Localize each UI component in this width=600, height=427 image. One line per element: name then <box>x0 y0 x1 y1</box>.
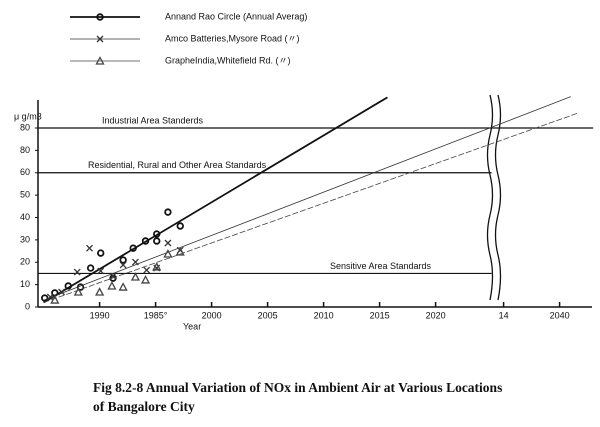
point <box>46 293 54 301</box>
trend-line <box>43 96 571 301</box>
axis-break <box>486 94 502 301</box>
y-tick-label: 80 <box>20 145 30 155</box>
y-tick-label: 20 <box>20 257 30 267</box>
point <box>153 230 161 238</box>
legend-marker <box>95 56 105 65</box>
point <box>86 264 95 272</box>
point <box>58 288 65 296</box>
point <box>50 295 60 304</box>
trend-line <box>43 112 578 303</box>
y-axis-label: μ g/m3 <box>14 111 42 121</box>
point <box>107 281 117 290</box>
trend-line <box>43 96 388 304</box>
standard-label: Sensitive Area Standards <box>330 261 432 271</box>
x-tick-label: 14 <box>499 310 509 320</box>
legend-marker <box>96 35 104 43</box>
point <box>164 208 172 216</box>
x-tick-label: 2020 <box>426 310 446 320</box>
y-tick-label: 60 <box>20 167 30 177</box>
point <box>97 249 105 257</box>
point <box>109 272 117 280</box>
point <box>73 287 83 296</box>
x-tick-label: 2015 <box>370 310 390 320</box>
point <box>153 237 161 245</box>
point <box>131 258 139 266</box>
point <box>73 268 81 276</box>
point <box>163 249 173 258</box>
point <box>119 256 127 264</box>
point <box>41 294 49 302</box>
x-tick-label: 1985° <box>144 310 168 320</box>
point <box>129 244 137 252</box>
point <box>119 261 127 269</box>
y-tick-label: 80 <box>20 122 30 132</box>
legend-label: Amco Batteries,Mysore Road (〃) <box>165 33 300 43</box>
y-tick-label: 40 <box>20 212 30 222</box>
x-tick-label: 2005 <box>258 310 278 320</box>
chart: μ g/m3 Year 0 10 20 30 40 50 60 80 80 1990 1985° 20… <box>14 11 594 331</box>
y-tick-label: 30 <box>20 234 30 244</box>
x-tick-label: 2000 <box>202 310 222 320</box>
legend-marker <box>96 13 104 21</box>
point <box>143 266 151 274</box>
point <box>97 267 105 275</box>
point <box>152 262 162 271</box>
point <box>140 275 151 284</box>
x-tick-label: 2010 <box>314 310 334 320</box>
y-tick-label: 10 <box>20 279 30 289</box>
point <box>86 244 93 252</box>
y-tick-label: 50 <box>20 190 30 200</box>
point <box>130 272 141 281</box>
point <box>95 287 105 296</box>
point <box>175 247 185 256</box>
point <box>164 239 172 247</box>
x-tick-label: 1990 <box>90 310 110 320</box>
standard-label: Industrial Area Standerds <box>102 115 204 125</box>
legend-label: GrapheIndia,Whitefield Rd. (〃) <box>165 55 291 65</box>
caption: Fig 8.2-8 Annual Variation of NOx in Amb… <box>93 380 503 414</box>
x-tick-label: 2040 <box>550 310 570 320</box>
point <box>64 282 72 290</box>
standard-label: Residential, Rural and Other Area Standa… <box>88 160 267 170</box>
y-tick-label: 0 <box>25 301 30 311</box>
point <box>141 237 150 245</box>
x-axis-label: Year <box>183 321 201 331</box>
point <box>118 282 128 291</box>
legend-label: Annand Rao Circle (Annual Averag) <box>165 11 307 21</box>
point <box>176 222 184 230</box>
